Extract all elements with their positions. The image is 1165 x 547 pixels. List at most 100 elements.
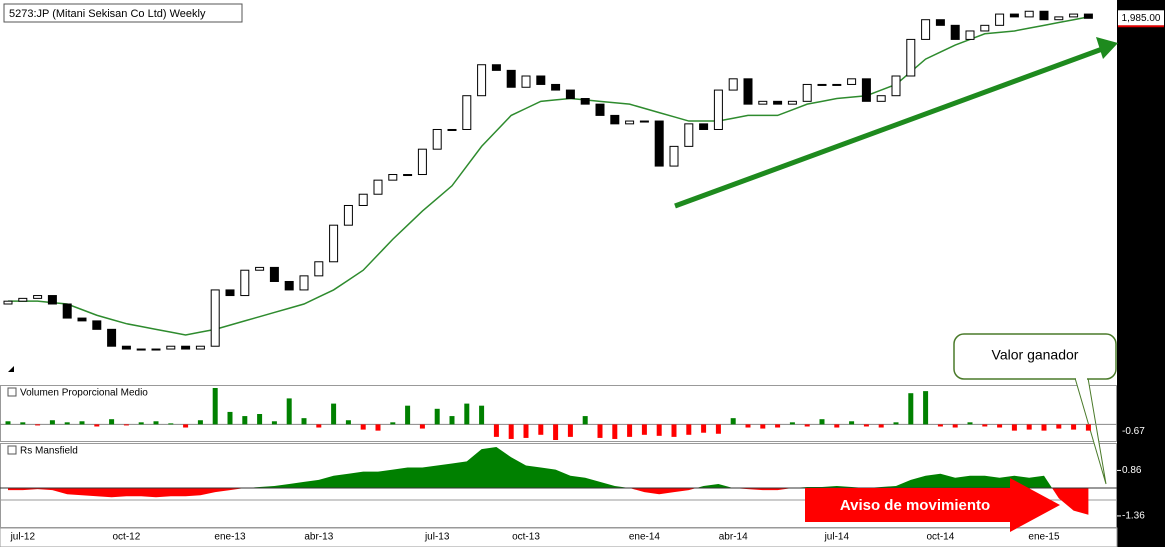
candle-body bbox=[1039, 10, 1049, 21]
candle-body bbox=[77, 317, 87, 322]
candle-body bbox=[417, 148, 427, 176]
candle-body bbox=[343, 204, 353, 226]
candle-body bbox=[758, 100, 768, 105]
candle-body bbox=[713, 89, 723, 130]
rs-area-positive bbox=[245, 447, 1053, 488]
volume-bar bbox=[612, 424, 618, 439]
candle-body bbox=[166, 345, 176, 350]
volume-bar bbox=[405, 405, 411, 425]
candle-body bbox=[950, 24, 960, 40]
volume-bar bbox=[627, 424, 633, 437]
candle-body bbox=[1069, 13, 1079, 18]
candle-body bbox=[491, 64, 501, 71]
volume-bar bbox=[345, 420, 351, 425]
candle-body bbox=[699, 123, 709, 130]
x-tick-label: jul-13 bbox=[424, 532, 450, 543]
x-tick-label: oct-13 bbox=[512, 532, 540, 543]
candle-body bbox=[847, 78, 857, 85]
volume-bar bbox=[212, 388, 218, 425]
volume-bar bbox=[35, 424, 41, 426]
candle-body bbox=[1024, 10, 1034, 18]
volume-bar bbox=[1041, 424, 1047, 431]
candle-body bbox=[817, 83, 827, 86]
callout-box bbox=[953, 333, 1117, 380]
candle-body bbox=[580, 98, 590, 105]
volume-bar bbox=[1056, 424, 1062, 429]
panel-label: Volumen Proporcional Medio bbox=[20, 388, 148, 399]
candle-body bbox=[551, 83, 561, 91]
panel-label: Rs Mansfield bbox=[20, 446, 78, 457]
candle-body bbox=[107, 328, 117, 347]
warning-arrow bbox=[805, 478, 1060, 532]
candle-body bbox=[995, 13, 1005, 26]
candle-body bbox=[1083, 13, 1093, 19]
candle-body bbox=[447, 128, 457, 131]
volume-bar bbox=[94, 424, 100, 427]
candle-body bbox=[565, 89, 575, 100]
volume-bar bbox=[301, 418, 307, 425]
volume-bar bbox=[64, 422, 70, 425]
volume-bar bbox=[20, 422, 26, 425]
volume-bar bbox=[449, 416, 455, 425]
y-tick-label: -0.67 bbox=[1122, 426, 1145, 437]
callout-pointer bbox=[1074, 377, 1107, 485]
volume-bar bbox=[908, 393, 914, 425]
volume-bar bbox=[538, 424, 544, 435]
volume-bar bbox=[760, 424, 766, 429]
volume-bar bbox=[331, 403, 337, 425]
candle-body bbox=[802, 83, 812, 102]
warning-label: Aviso de movimiento bbox=[840, 497, 990, 514]
candle-body bbox=[1054, 16, 1064, 21]
candle-body bbox=[47, 295, 57, 305]
y-tick-label: -1.36 bbox=[1122, 511, 1145, 522]
volume-bar bbox=[5, 421, 11, 425]
candle-body bbox=[669, 145, 679, 167]
volume-panel bbox=[0, 385, 1117, 442]
candle-body bbox=[314, 261, 324, 277]
volume-bar bbox=[123, 424, 129, 426]
candle-body bbox=[965, 30, 975, 40]
scroll-marker bbox=[8, 366, 14, 372]
candle-body bbox=[121, 345, 131, 350]
volume-bar bbox=[1026, 424, 1032, 430]
chart-title: 5273:JP (Mitani Sekisan Co Ltd) Weekly bbox=[9, 8, 206, 20]
candle-body bbox=[536, 75, 546, 85]
volume-bar bbox=[730, 418, 736, 425]
x-tick-label: jul-14 bbox=[824, 532, 850, 543]
candle-body bbox=[269, 266, 279, 282]
price-axis-strip bbox=[1117, 0, 1165, 547]
candle-body bbox=[743, 78, 753, 105]
candle-body bbox=[906, 38, 916, 77]
volume-bar bbox=[197, 420, 203, 425]
candle-body bbox=[891, 75, 901, 97]
y-tick-label: 0.86 bbox=[1122, 465, 1142, 476]
volume-bar bbox=[804, 424, 810, 427]
candle-body bbox=[388, 174, 398, 181]
volume-bar bbox=[656, 424, 662, 436]
volume-bar bbox=[49, 420, 55, 425]
volume-bar bbox=[138, 422, 144, 425]
volume-bar bbox=[1011, 424, 1017, 431]
trend-arrow bbox=[674, 45, 1106, 209]
price-label-box bbox=[1118, 10, 1164, 27]
trend-arrow-head bbox=[1096, 37, 1118, 59]
volume-bar bbox=[597, 424, 603, 438]
candle-body bbox=[151, 348, 161, 351]
volume-bar bbox=[1071, 424, 1077, 430]
volume-bar bbox=[375, 424, 381, 431]
moving-average bbox=[8, 16, 1089, 336]
volume-bar bbox=[242, 416, 248, 425]
volume-bar bbox=[671, 424, 677, 437]
candle-body bbox=[92, 320, 102, 330]
volume-bar bbox=[271, 421, 277, 425]
volume-bar bbox=[849, 421, 855, 425]
volume-bar bbox=[952, 424, 958, 428]
candle-body bbox=[639, 120, 649, 123]
candle-body bbox=[255, 266, 265, 271]
candle-body bbox=[18, 297, 28, 302]
volume-bar bbox=[79, 421, 85, 425]
volume-bar bbox=[523, 424, 529, 438]
panel-icon bbox=[7, 445, 17, 455]
candle-body bbox=[195, 345, 205, 350]
candle-body bbox=[210, 289, 220, 347]
